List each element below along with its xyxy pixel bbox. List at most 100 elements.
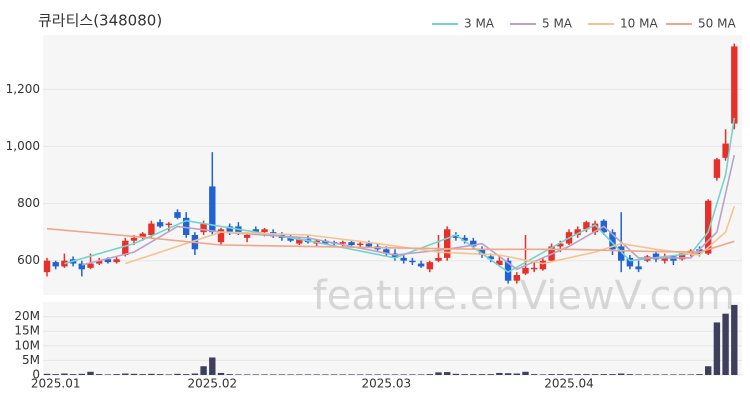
volume-bar bbox=[113, 374, 120, 375]
candle-body bbox=[678, 253, 686, 260]
volume-bar bbox=[609, 374, 616, 375]
volume-bar bbox=[626, 374, 634, 375]
candle-body bbox=[78, 263, 85, 270]
candle-body bbox=[226, 226, 233, 233]
x-tick-label: 2025.03 bbox=[361, 377, 411, 391]
volume-bar bbox=[461, 374, 468, 375]
volume-bar bbox=[374, 374, 381, 375]
volume-bar bbox=[513, 373, 520, 375]
volume-bar bbox=[652, 374, 660, 375]
volume-bar bbox=[635, 374, 642, 375]
volume-bar bbox=[287, 374, 294, 375]
y-tick-label: 800 bbox=[17, 196, 40, 210]
volume-bar bbox=[243, 374, 251, 375]
candle-body bbox=[539, 260, 547, 270]
y-tick-label: 5M bbox=[22, 353, 40, 367]
volume-bar bbox=[452, 373, 460, 375]
volume-bar bbox=[687, 374, 694, 375]
volume-bar bbox=[400, 374, 407, 375]
volume-bar bbox=[61, 373, 68, 375]
volume-bar bbox=[713, 322, 721, 375]
candle-body bbox=[217, 229, 225, 243]
candle-body bbox=[209, 186, 216, 233]
candle-body bbox=[591, 223, 599, 233]
y-tick-label: 1,000 bbox=[6, 139, 40, 153]
volume-bar bbox=[487, 374, 494, 375]
candle-body bbox=[148, 223, 155, 235]
volume-pane bbox=[43, 302, 742, 375]
volume-bar bbox=[644, 374, 651, 375]
volume-bar bbox=[383, 374, 390, 375]
volume-bar bbox=[235, 374, 242, 375]
volume-bar bbox=[261, 374, 268, 375]
candle-body bbox=[96, 260, 103, 264]
volume-bar bbox=[391, 374, 399, 375]
volume-bar bbox=[191, 373, 199, 375]
candle-body bbox=[731, 46, 738, 124]
candle-body bbox=[357, 243, 364, 245]
candle-body bbox=[496, 260, 503, 265]
candle-body bbox=[348, 242, 355, 245]
candle-body bbox=[426, 262, 433, 270]
candle-body bbox=[531, 267, 538, 270]
candle-body bbox=[287, 237, 294, 241]
volume-bar bbox=[322, 374, 329, 375]
candle-body bbox=[400, 257, 407, 261]
volume-bar bbox=[357, 374, 364, 375]
candle-body bbox=[513, 275, 520, 281]
candle-body bbox=[139, 233, 146, 238]
volume-bar bbox=[409, 374, 416, 375]
volume-bar bbox=[183, 374, 190, 375]
candle-body bbox=[183, 217, 190, 235]
candle-body bbox=[409, 260, 416, 263]
volume-bar bbox=[600, 374, 607, 375]
watermark: feature.enViewV.com bbox=[313, 273, 735, 319]
volume-bar bbox=[583, 374, 590, 375]
volume-bar bbox=[96, 374, 103, 375]
volume-bar bbox=[548, 374, 555, 375]
volume-bar bbox=[444, 372, 451, 375]
candle-body bbox=[470, 240, 477, 247]
candle-body bbox=[435, 257, 442, 261]
y-tick-label: 15M bbox=[14, 324, 40, 338]
candle-body bbox=[452, 235, 460, 238]
candle-body bbox=[165, 223, 172, 225]
candle-body bbox=[322, 240, 329, 244]
candle-body bbox=[174, 212, 181, 218]
candle-body bbox=[339, 242, 346, 244]
ma-line bbox=[46, 227, 735, 253]
x-tick-label: 2025.01 bbox=[31, 377, 81, 391]
volume-bar bbox=[270, 374, 277, 375]
candle-body bbox=[626, 257, 634, 267]
candle-body bbox=[365, 243, 373, 247]
volume-bar bbox=[539, 374, 547, 375]
volume-bar bbox=[348, 374, 355, 375]
legend-label: 10 MA bbox=[620, 17, 658, 31]
volume-bar bbox=[722, 313, 729, 375]
volume-bar bbox=[435, 372, 442, 375]
volume-bar bbox=[304, 374, 312, 375]
x-tick-label: 2025.04 bbox=[544, 377, 594, 391]
volume-bar bbox=[43, 373, 51, 375]
y-tick-label: 20M bbox=[14, 309, 40, 323]
volume-bar bbox=[122, 373, 129, 375]
volume-bar bbox=[226, 374, 233, 375]
candle-body bbox=[417, 263, 425, 267]
volume-bar bbox=[591, 374, 599, 375]
volume-bar bbox=[174, 373, 181, 375]
candle-body bbox=[43, 260, 51, 273]
volume-bar bbox=[531, 374, 538, 375]
candle-body bbox=[557, 243, 564, 247]
volume-bar bbox=[496, 372, 503, 375]
volume-bar bbox=[130, 373, 138, 375]
chart-title: 큐라티스(348080) bbox=[38, 12, 162, 30]
volume-bar bbox=[670, 374, 677, 375]
volume-bar bbox=[104, 374, 112, 375]
volume-bar bbox=[52, 374, 59, 375]
volume-bar bbox=[330, 374, 338, 375]
candle-body bbox=[104, 259, 112, 263]
y-tick-label: 600 bbox=[17, 253, 40, 267]
ma-line bbox=[81, 154, 736, 271]
y-tick-label: 10M bbox=[14, 338, 40, 352]
y-tick-label: 1,200 bbox=[6, 82, 40, 96]
